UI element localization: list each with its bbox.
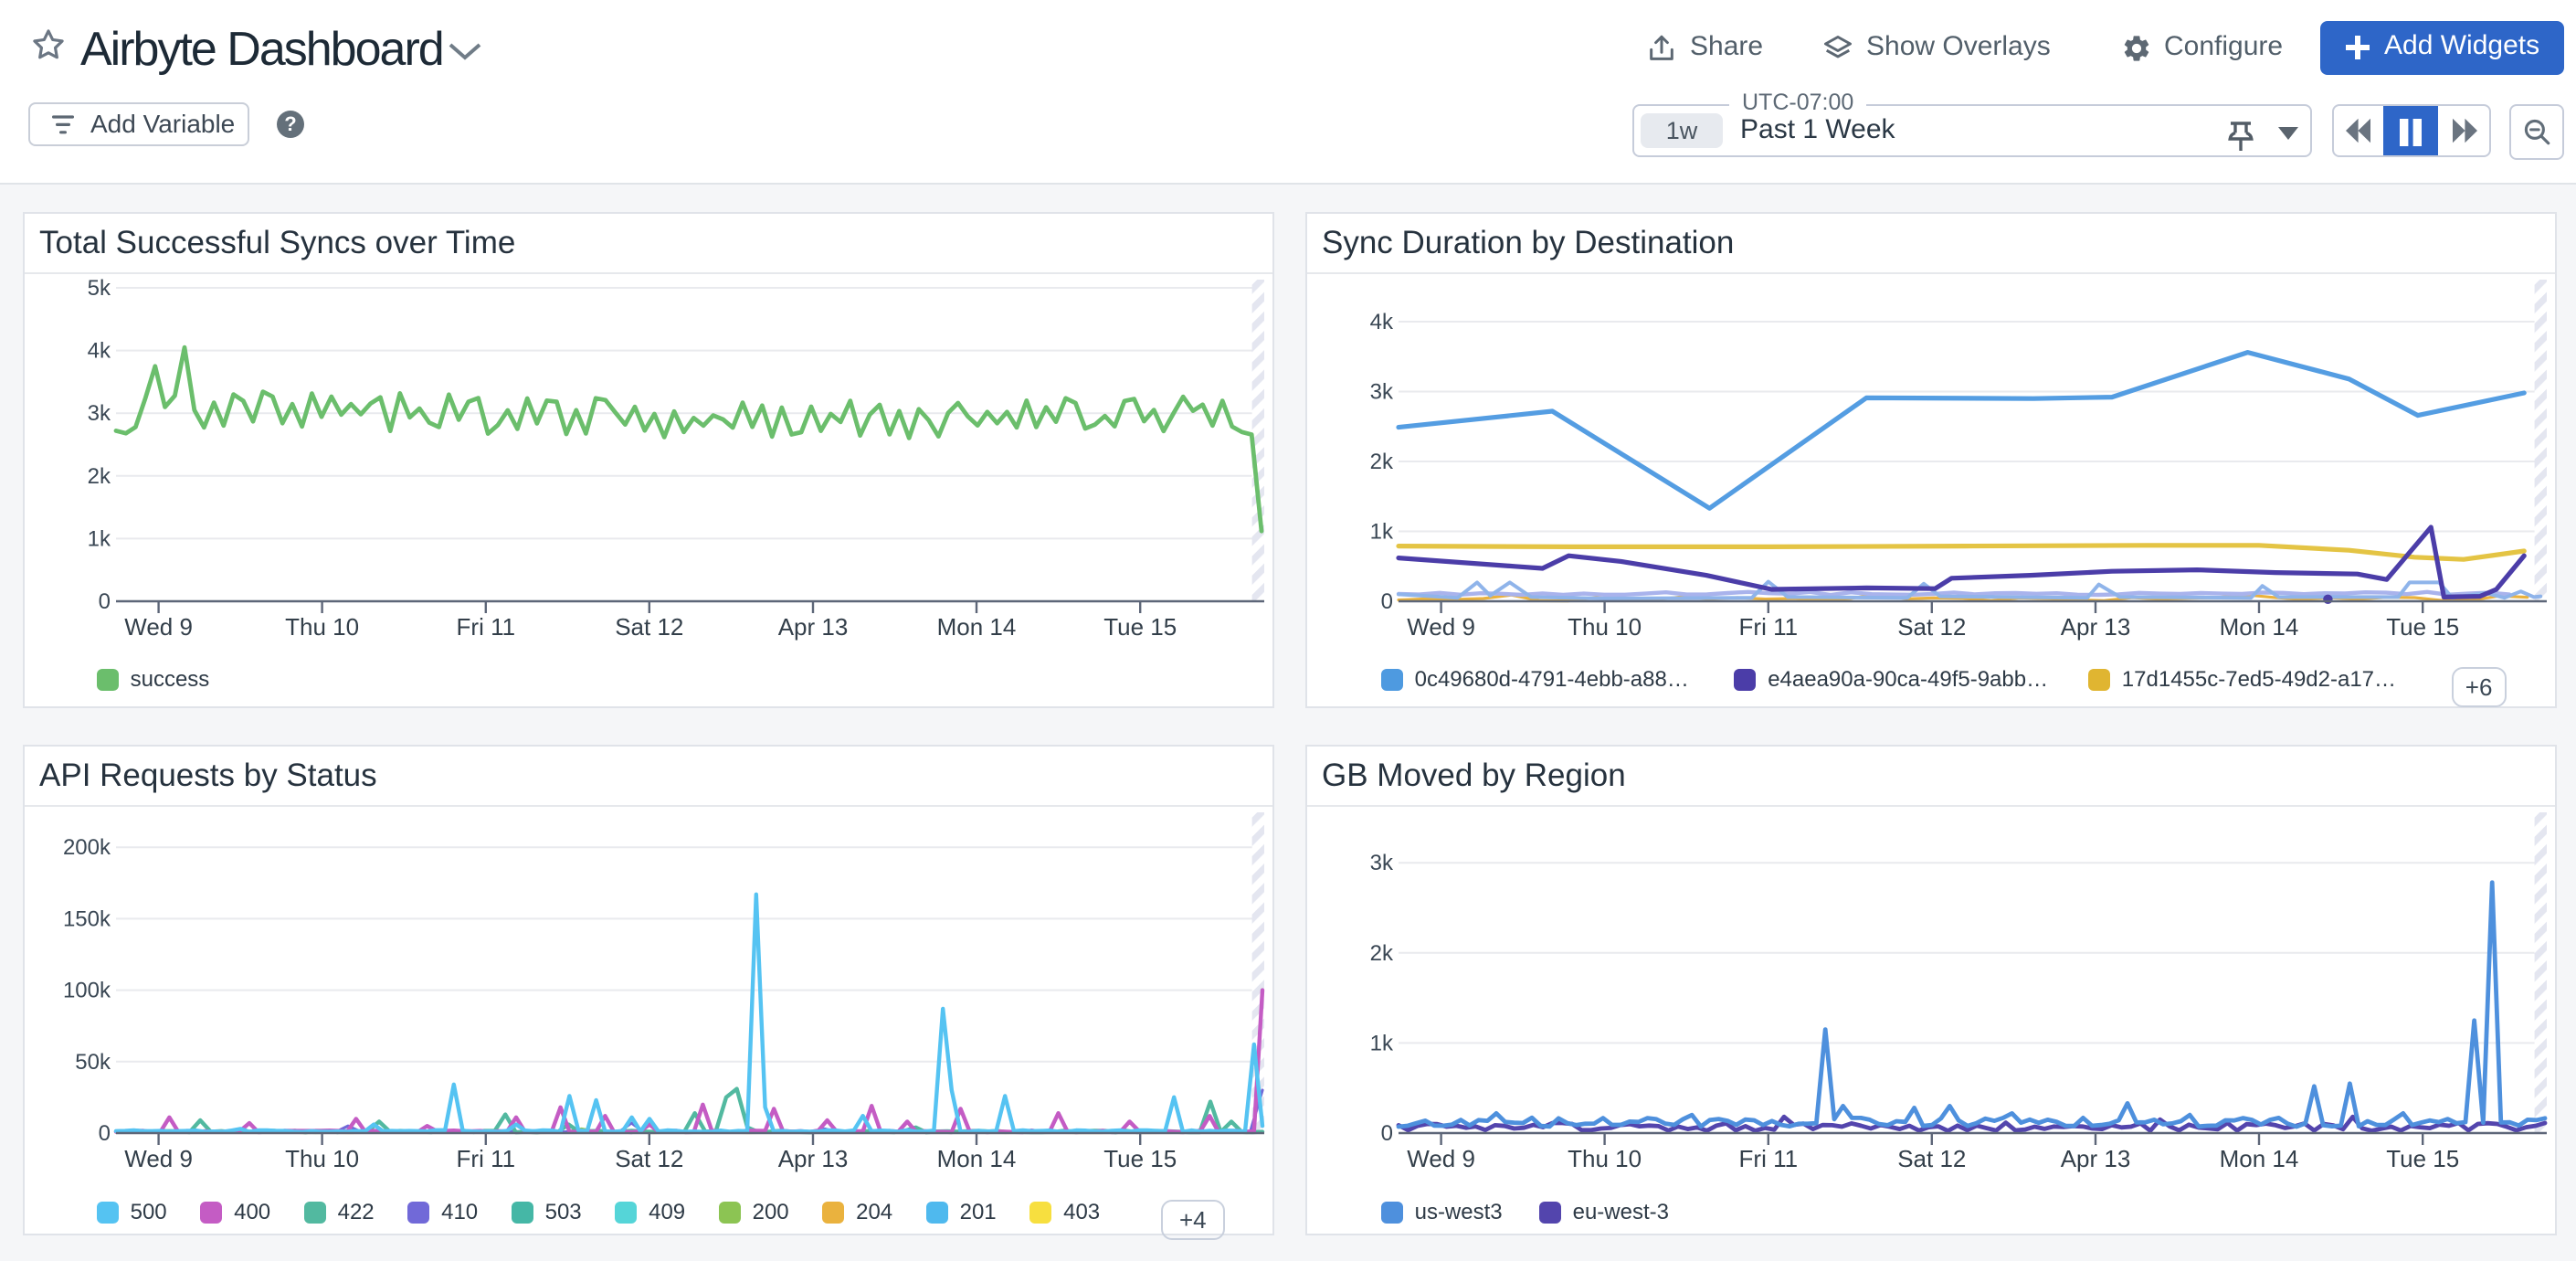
svg-text:1k: 1k — [1370, 1031, 1394, 1055]
svg-text:Wed 9: Wed 9 — [1407, 1145, 1475, 1172]
svg-text:Mon 14: Mon 14 — [937, 1145, 1017, 1172]
svg-text:Sat 12: Sat 12 — [615, 613, 683, 641]
svg-text:Apr 13: Apr 13 — [2061, 613, 2131, 641]
svg-text:Thu 10: Thu 10 — [285, 613, 359, 641]
svg-text:Fri 11: Fri 11 — [457, 1145, 516, 1172]
svg-text:2k: 2k — [1370, 450, 1394, 474]
svg-text:Mon 14: Mon 14 — [2220, 1145, 2299, 1172]
svg-text:Thu 10: Thu 10 — [285, 1145, 359, 1172]
svg-text:5k: 5k — [88, 276, 111, 301]
svg-text:Wed 9: Wed 9 — [124, 1145, 193, 1172]
svg-text:1k: 1k — [88, 526, 111, 551]
svg-text:1k: 1k — [1370, 520, 1394, 545]
svg-text:Tue 15: Tue 15 — [1103, 1145, 1177, 1172]
svg-text:200k: 200k — [63, 835, 111, 860]
svg-text:2k: 2k — [88, 464, 111, 489]
svg-text:Sat 12: Sat 12 — [1897, 1145, 1966, 1172]
svg-text:3k: 3k — [1370, 380, 1394, 405]
svg-text:0: 0 — [99, 589, 111, 614]
svg-text:50k: 50k — [75, 1050, 111, 1075]
svg-text:2k: 2k — [1370, 941, 1394, 966]
svg-text:Fri 11: Fri 11 — [1739, 1145, 1799, 1172]
svg-text:Mon 14: Mon 14 — [2220, 613, 2299, 641]
svg-text:Mon 14: Mon 14 — [937, 613, 1017, 641]
svg-text:0: 0 — [1381, 589, 1393, 614]
svg-text:150k: 150k — [63, 906, 111, 931]
svg-text:Tue 15: Tue 15 — [1103, 613, 1177, 641]
svg-text:100k: 100k — [63, 979, 111, 1003]
svg-text:3k: 3k — [88, 401, 111, 426]
svg-text:Apr 13: Apr 13 — [2061, 1145, 2131, 1172]
svg-text:Thu 10: Thu 10 — [1568, 613, 1642, 641]
svg-text:3k: 3k — [1370, 851, 1394, 875]
svg-text:0: 0 — [99, 1121, 111, 1146]
svg-text:Fri 11: Fri 11 — [1739, 613, 1799, 641]
svg-text:Sat 12: Sat 12 — [615, 1145, 683, 1172]
svg-text:Wed 9: Wed 9 — [124, 613, 193, 641]
svg-text:0: 0 — [1381, 1121, 1393, 1146]
svg-text:Apr 13: Apr 13 — [778, 613, 849, 641]
svg-text:Sat 12: Sat 12 — [1897, 613, 1966, 641]
svg-text:Apr 13: Apr 13 — [778, 1145, 849, 1172]
svg-text:Thu 10: Thu 10 — [1568, 1145, 1642, 1172]
svg-text:4k: 4k — [1370, 310, 1394, 334]
svg-text:Fri 11: Fri 11 — [457, 613, 516, 641]
svg-text:4k: 4k — [88, 339, 111, 364]
svg-text:Wed 9: Wed 9 — [1407, 613, 1475, 641]
svg-text:Tue 15: Tue 15 — [2386, 1145, 2459, 1172]
svg-text:Tue 15: Tue 15 — [2386, 613, 2459, 641]
